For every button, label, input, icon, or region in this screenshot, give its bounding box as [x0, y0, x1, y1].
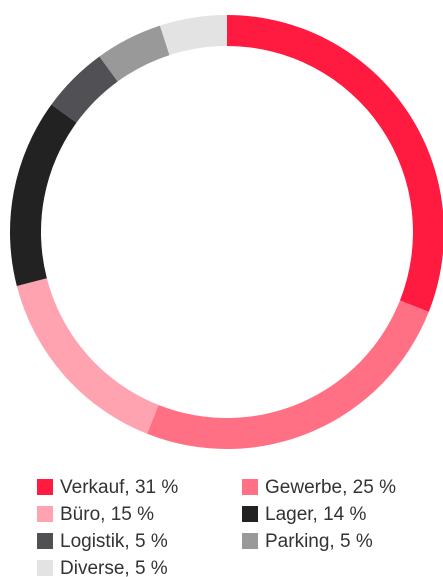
legend-label: Lager, 14 % — [265, 504, 367, 525]
donut-segment — [147, 300, 429, 449]
legend-label: Büro, 15 % — [60, 504, 154, 525]
legend-label: Gewerbe, 25 % — [265, 477, 396, 498]
donut-segment — [159, 15, 227, 56]
legend-swatch — [242, 533, 258, 549]
donut-segment — [51, 56, 118, 123]
legend-label: Diverse, 5 % — [60, 558, 168, 577]
legend-swatch — [37, 506, 53, 522]
legend-swatch — [242, 506, 258, 522]
donut-segment — [227, 15, 443, 312]
donut-segment — [10, 104, 77, 286]
legend-label: Verkauf, 31 % — [60, 477, 178, 498]
legend-swatch — [37, 560, 53, 576]
legend-label: Parking, 5 % — [265, 531, 373, 552]
legend-swatch — [242, 479, 258, 495]
donut-segment — [99, 25, 170, 82]
legend-swatch — [37, 479, 53, 495]
legend-label: Logistik, 5 % — [60, 531, 168, 552]
donut-segment — [16, 278, 159, 434]
legend-swatch — [37, 533, 53, 549]
